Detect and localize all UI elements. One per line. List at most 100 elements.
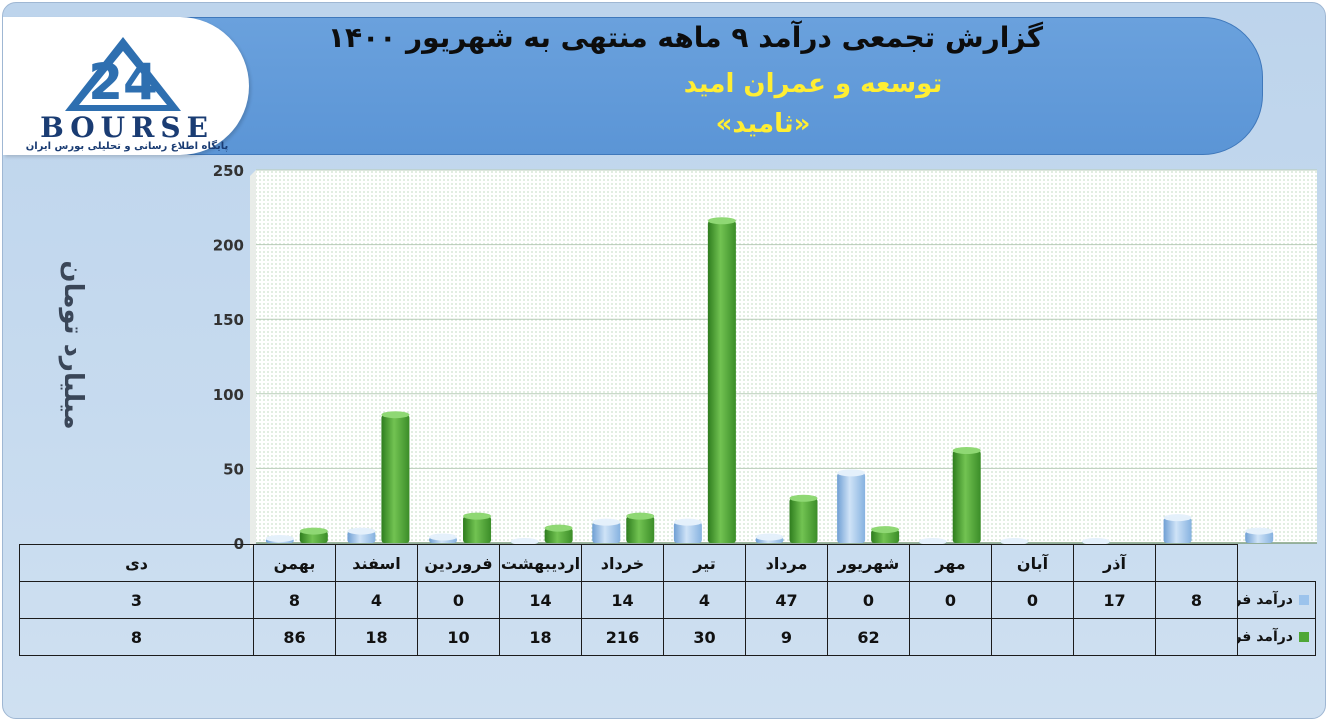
bar-series1-5 <box>673 518 702 543</box>
data-table: آذر آبان مهر شهریور مرداد تیر خرداد اردیبهشت فرو… <box>19 544 1316 656</box>
bar-series2-3 <box>544 524 573 543</box>
data-label: 4 <box>663 581 746 619</box>
data-label: 0 <box>827 581 910 619</box>
category-label: خرداد <box>581 544 664 582</box>
legend-swatch <box>1299 595 1309 605</box>
bar-body <box>544 528 573 543</box>
data-label: 4 <box>335 581 418 619</box>
data-label <box>909 618 992 656</box>
company-name: توسعه و عمران امید <box>683 69 943 99</box>
bar-cap <box>1245 527 1274 535</box>
category-label <box>1155 544 1238 582</box>
bar-cap <box>755 533 784 541</box>
y-tick-label: 150 <box>213 311 244 329</box>
bar-body <box>673 522 702 543</box>
bar-cap <box>837 469 866 477</box>
bar-series1-8 <box>918 538 947 545</box>
data-label: 18 <box>335 618 418 656</box>
y-tick-label: 200 <box>213 237 244 255</box>
legend-entry: درآمد فروش سال ۱۴۰۰-۱۳۹۹ <box>1237 618 1316 656</box>
bar-cap <box>265 535 294 543</box>
bar-cap <box>544 524 573 532</box>
bar-cap <box>429 533 458 541</box>
data-label: 47 <box>745 581 828 619</box>
data-label: 17 <box>1073 581 1156 619</box>
bar-cap <box>1000 538 1029 545</box>
data-label: 18 <box>499 618 582 656</box>
bar-series2-2 <box>463 512 492 543</box>
svg-text:24: 24 <box>88 53 158 111</box>
table-row: درآمد فروش سال ۱۴۰۰-۱۳۹۹6293021618101886… <box>19 618 1316 656</box>
data-label: 9 <box>745 618 828 656</box>
bar-series1-12 <box>1245 527 1274 543</box>
bar-cap <box>673 518 702 526</box>
bar-body <box>381 414 410 543</box>
bar-cap <box>592 518 621 526</box>
bar-series2-7 <box>871 526 900 543</box>
y-tick-label: 50 <box>223 460 244 478</box>
data-label <box>1155 618 1238 656</box>
bar-series1-9 <box>1000 538 1029 545</box>
data-label: 14 <box>581 581 664 619</box>
bar-body <box>952 450 981 543</box>
bar-cap <box>871 526 900 534</box>
data-label: 62 <box>827 618 910 656</box>
bar-cap <box>952 446 981 454</box>
bar-series2-1 <box>381 411 410 543</box>
category-label: آذر <box>1073 544 1156 582</box>
bar-series1-11 <box>1163 514 1192 543</box>
data-label <box>1073 618 1156 656</box>
bar-body <box>789 498 818 543</box>
data-label: 86 <box>253 618 336 656</box>
data-label: 0 <box>991 581 1074 619</box>
category-label: آبان <box>991 544 1074 582</box>
bar-cap <box>918 538 947 545</box>
data-label: 8 <box>253 581 336 619</box>
data-label <box>991 618 1074 656</box>
bar-series2-6 <box>789 494 818 543</box>
data-label: 30 <box>663 618 746 656</box>
chart-title: گزارش تجمعی درآمد ۹ ماهه منتهی به شهریور… <box>327 21 1043 54</box>
bar-series1-1 <box>347 527 376 543</box>
bar-series1-6 <box>755 533 784 543</box>
bar-cap <box>1163 514 1192 522</box>
bar-cap <box>381 411 410 419</box>
category-label: دی <box>19 544 254 582</box>
legend-swatch <box>1299 632 1309 642</box>
bar-body <box>707 220 736 543</box>
bar-series1-10 <box>1081 538 1110 545</box>
logo-text: BOURSE <box>40 111 214 144</box>
bar-cap <box>347 527 376 535</box>
category-label: فروردین <box>417 544 500 582</box>
category-label: تیر <box>663 544 746 582</box>
plot-area <box>256 170 1317 543</box>
data-label: 8 <box>1155 581 1238 619</box>
data-label: 8 <box>19 618 254 656</box>
category-label: مرداد <box>745 544 828 582</box>
y-tick-label: 250 <box>213 162 244 180</box>
bar-cap <box>626 512 655 520</box>
ticker-symbol: «ثامید» <box>715 109 811 139</box>
bar-series2-5 <box>707 217 736 543</box>
category-row: آذر آبان مهر شهریور مرداد تیر خرداد اردیبهشت فرو… <box>19 544 1316 582</box>
bar-body <box>592 522 621 543</box>
category-label: اسفند <box>335 544 418 582</box>
logo: 24 BOURSE پایگاه اطلاع رسانی و تحلیلی بو… <box>3 17 249 155</box>
data-label: 14 <box>499 581 582 619</box>
bar-body <box>1163 517 1192 543</box>
data-label: 216 <box>581 618 664 656</box>
bar-cap <box>1081 538 1110 545</box>
y-tick-label: 100 <box>213 386 244 404</box>
bar-cap <box>789 494 818 502</box>
category-label: شهریور <box>827 544 910 582</box>
plot-side-wall <box>250 170 256 549</box>
data-label: 0 <box>909 581 992 619</box>
bar-series1-3 <box>510 538 539 545</box>
logo-tagline: پایگاه اطلاع رسانی و تحلیلی بورس ایران <box>25 141 229 152</box>
data-label: 0 <box>417 581 500 619</box>
bar-body <box>463 516 492 543</box>
table-row: درآمد فروش سال ۱۳۹۹-۱۳۹۸8170004741414048… <box>19 581 1316 619</box>
bar-cap <box>707 217 736 225</box>
